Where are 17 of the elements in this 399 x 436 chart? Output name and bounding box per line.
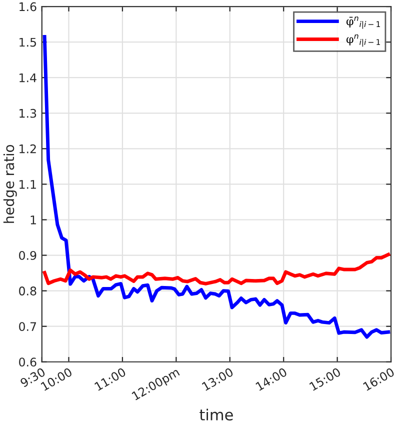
line-series <box>42 35 390 339</box>
line-series <box>42 252 390 286</box>
y-axis-title: hedge ratio <box>3 144 17 223</box>
y-tick-label: 1.5 <box>20 38 36 47</box>
y-tick-label: 1 <box>30 216 36 224</box>
legend-label: φ$^{n}$$_{i|i−1}$ <box>346 34 380 47</box>
x-axis-title: time <box>200 408 233 421</box>
y-tick-label: 1.4 <box>20 73 36 82</box>
y-tick-label: 0.9 <box>19 251 36 260</box>
y-tick-label: 1.1 <box>20 180 36 189</box>
y-tick-label: 0.8 <box>19 286 36 296</box>
y-tick-label: 1.6 <box>20 2 36 12</box>
legend-label: φ̄$^{n}$$_{i|i−1}$ <box>346 16 380 29</box>
y-tick-label: 0.7 <box>19 322 36 331</box>
y-tick-label: 0.6 <box>19 358 36 367</box>
y-tick-label: 1.2 <box>20 144 36 154</box>
y-tick-label: 1.3 <box>20 108 36 118</box>
